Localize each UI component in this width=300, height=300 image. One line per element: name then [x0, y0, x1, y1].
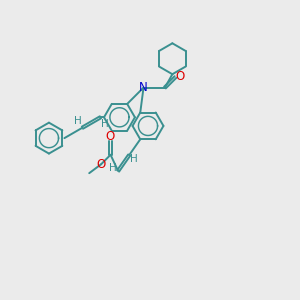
Text: O: O	[97, 158, 106, 171]
Text: H: H	[130, 154, 138, 164]
Text: H: H	[74, 116, 82, 126]
Text: H: H	[110, 163, 117, 172]
Text: O: O	[175, 70, 184, 83]
Text: H: H	[101, 119, 109, 129]
Text: N: N	[139, 81, 148, 94]
Text: O: O	[105, 130, 114, 143]
